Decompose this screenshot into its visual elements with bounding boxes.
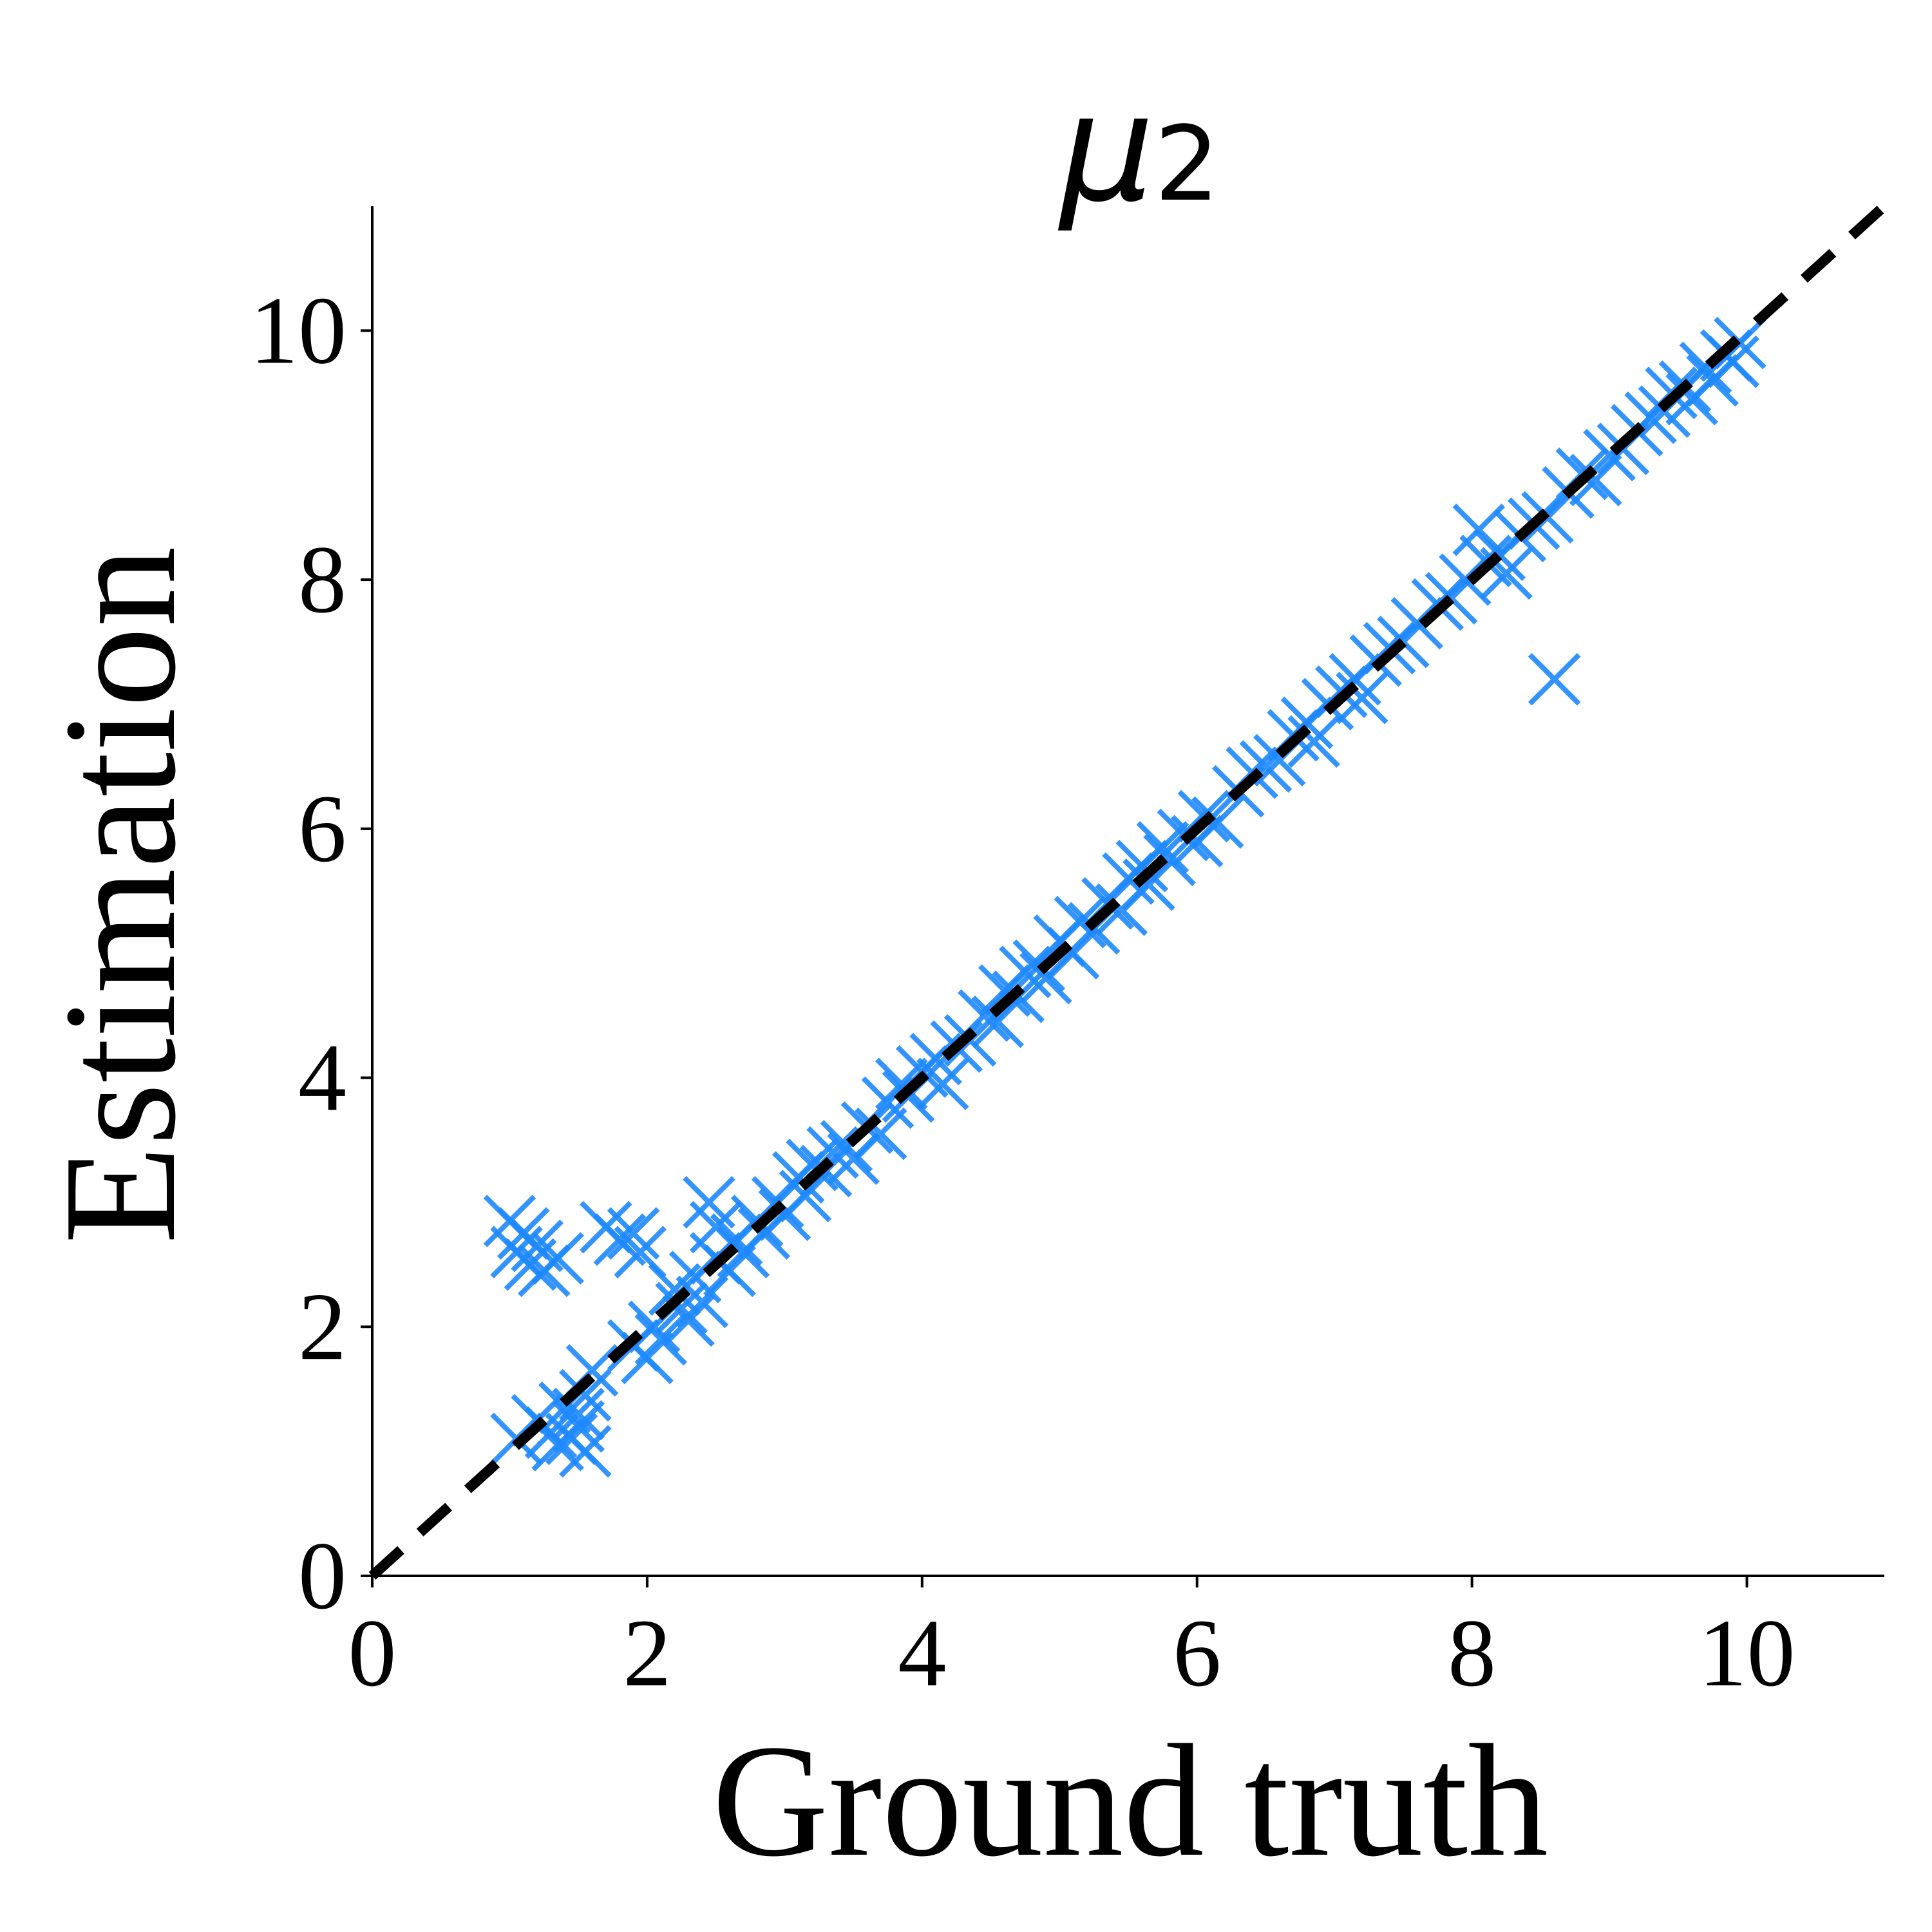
y-tick-label: 2 <box>298 1273 346 1380</box>
data-point <box>916 1057 969 1111</box>
x-tick-label: 6 <box>1173 1600 1221 1707</box>
identity-reference-line <box>368 202 1888 1580</box>
data-point <box>779 1170 832 1223</box>
x-tick-label: 4 <box>898 1600 946 1707</box>
y-tick-label: 6 <box>298 775 346 882</box>
data-point <box>971 995 1025 1048</box>
data-point <box>607 1207 660 1260</box>
x-axis-label: Ground truth <box>712 1712 1548 1890</box>
y-axis-label: Estimation <box>31 546 209 1244</box>
x-axis-ticks: 0 2 4 6 8 10 <box>348 1576 1795 1707</box>
data-point <box>1191 796 1244 849</box>
data-point <box>1528 652 1581 706</box>
y-tick-label: 8 <box>298 526 346 633</box>
chart-title-symbol: μ <box>1057 63 1154 235</box>
chart-title: μ2 <box>1057 63 1220 235</box>
x-tick-label: 0 <box>348 1600 397 1707</box>
y-tick-label: 0 <box>298 1522 346 1629</box>
data-point <box>655 1282 708 1335</box>
x-tick-label: 10 <box>1699 1600 1795 1707</box>
data-point <box>1707 335 1760 388</box>
y-tick-label: 10 <box>250 277 346 384</box>
y-tick-label: 4 <box>298 1025 346 1132</box>
data-point <box>1122 858 1175 911</box>
x-tick-label: 2 <box>623 1600 671 1707</box>
chart-title-subscript: 2 <box>1154 104 1220 224</box>
data-point <box>1336 671 1388 724</box>
data-point <box>1287 715 1340 768</box>
data-point <box>854 1107 907 1160</box>
data-point <box>1054 896 1107 949</box>
data-point <box>1046 927 1100 980</box>
data-point <box>1143 833 1196 886</box>
data-point <box>1480 547 1533 600</box>
x-tick-label: 8 <box>1448 1600 1496 1707</box>
data-point <box>634 1312 688 1366</box>
y-axis-ticks: 0 2 4 6 8 10 <box>250 277 372 1629</box>
data-point <box>531 1232 584 1285</box>
